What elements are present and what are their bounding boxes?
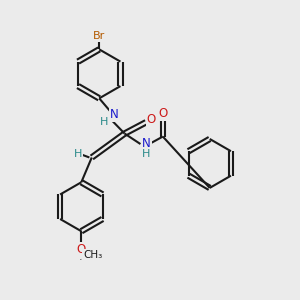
Text: methoxy: methoxy <box>80 258 86 260</box>
Text: Br: Br <box>93 31 105 41</box>
Text: O: O <box>77 243 86 256</box>
Text: H: H <box>100 117 108 127</box>
Text: CH₃: CH₃ <box>83 250 102 260</box>
Text: O: O <box>158 107 167 120</box>
Text: H: H <box>142 148 151 159</box>
Text: H: H <box>74 149 82 159</box>
Text: O: O <box>147 113 156 126</box>
Text: N: N <box>110 108 118 121</box>
Text: N: N <box>142 137 151 150</box>
